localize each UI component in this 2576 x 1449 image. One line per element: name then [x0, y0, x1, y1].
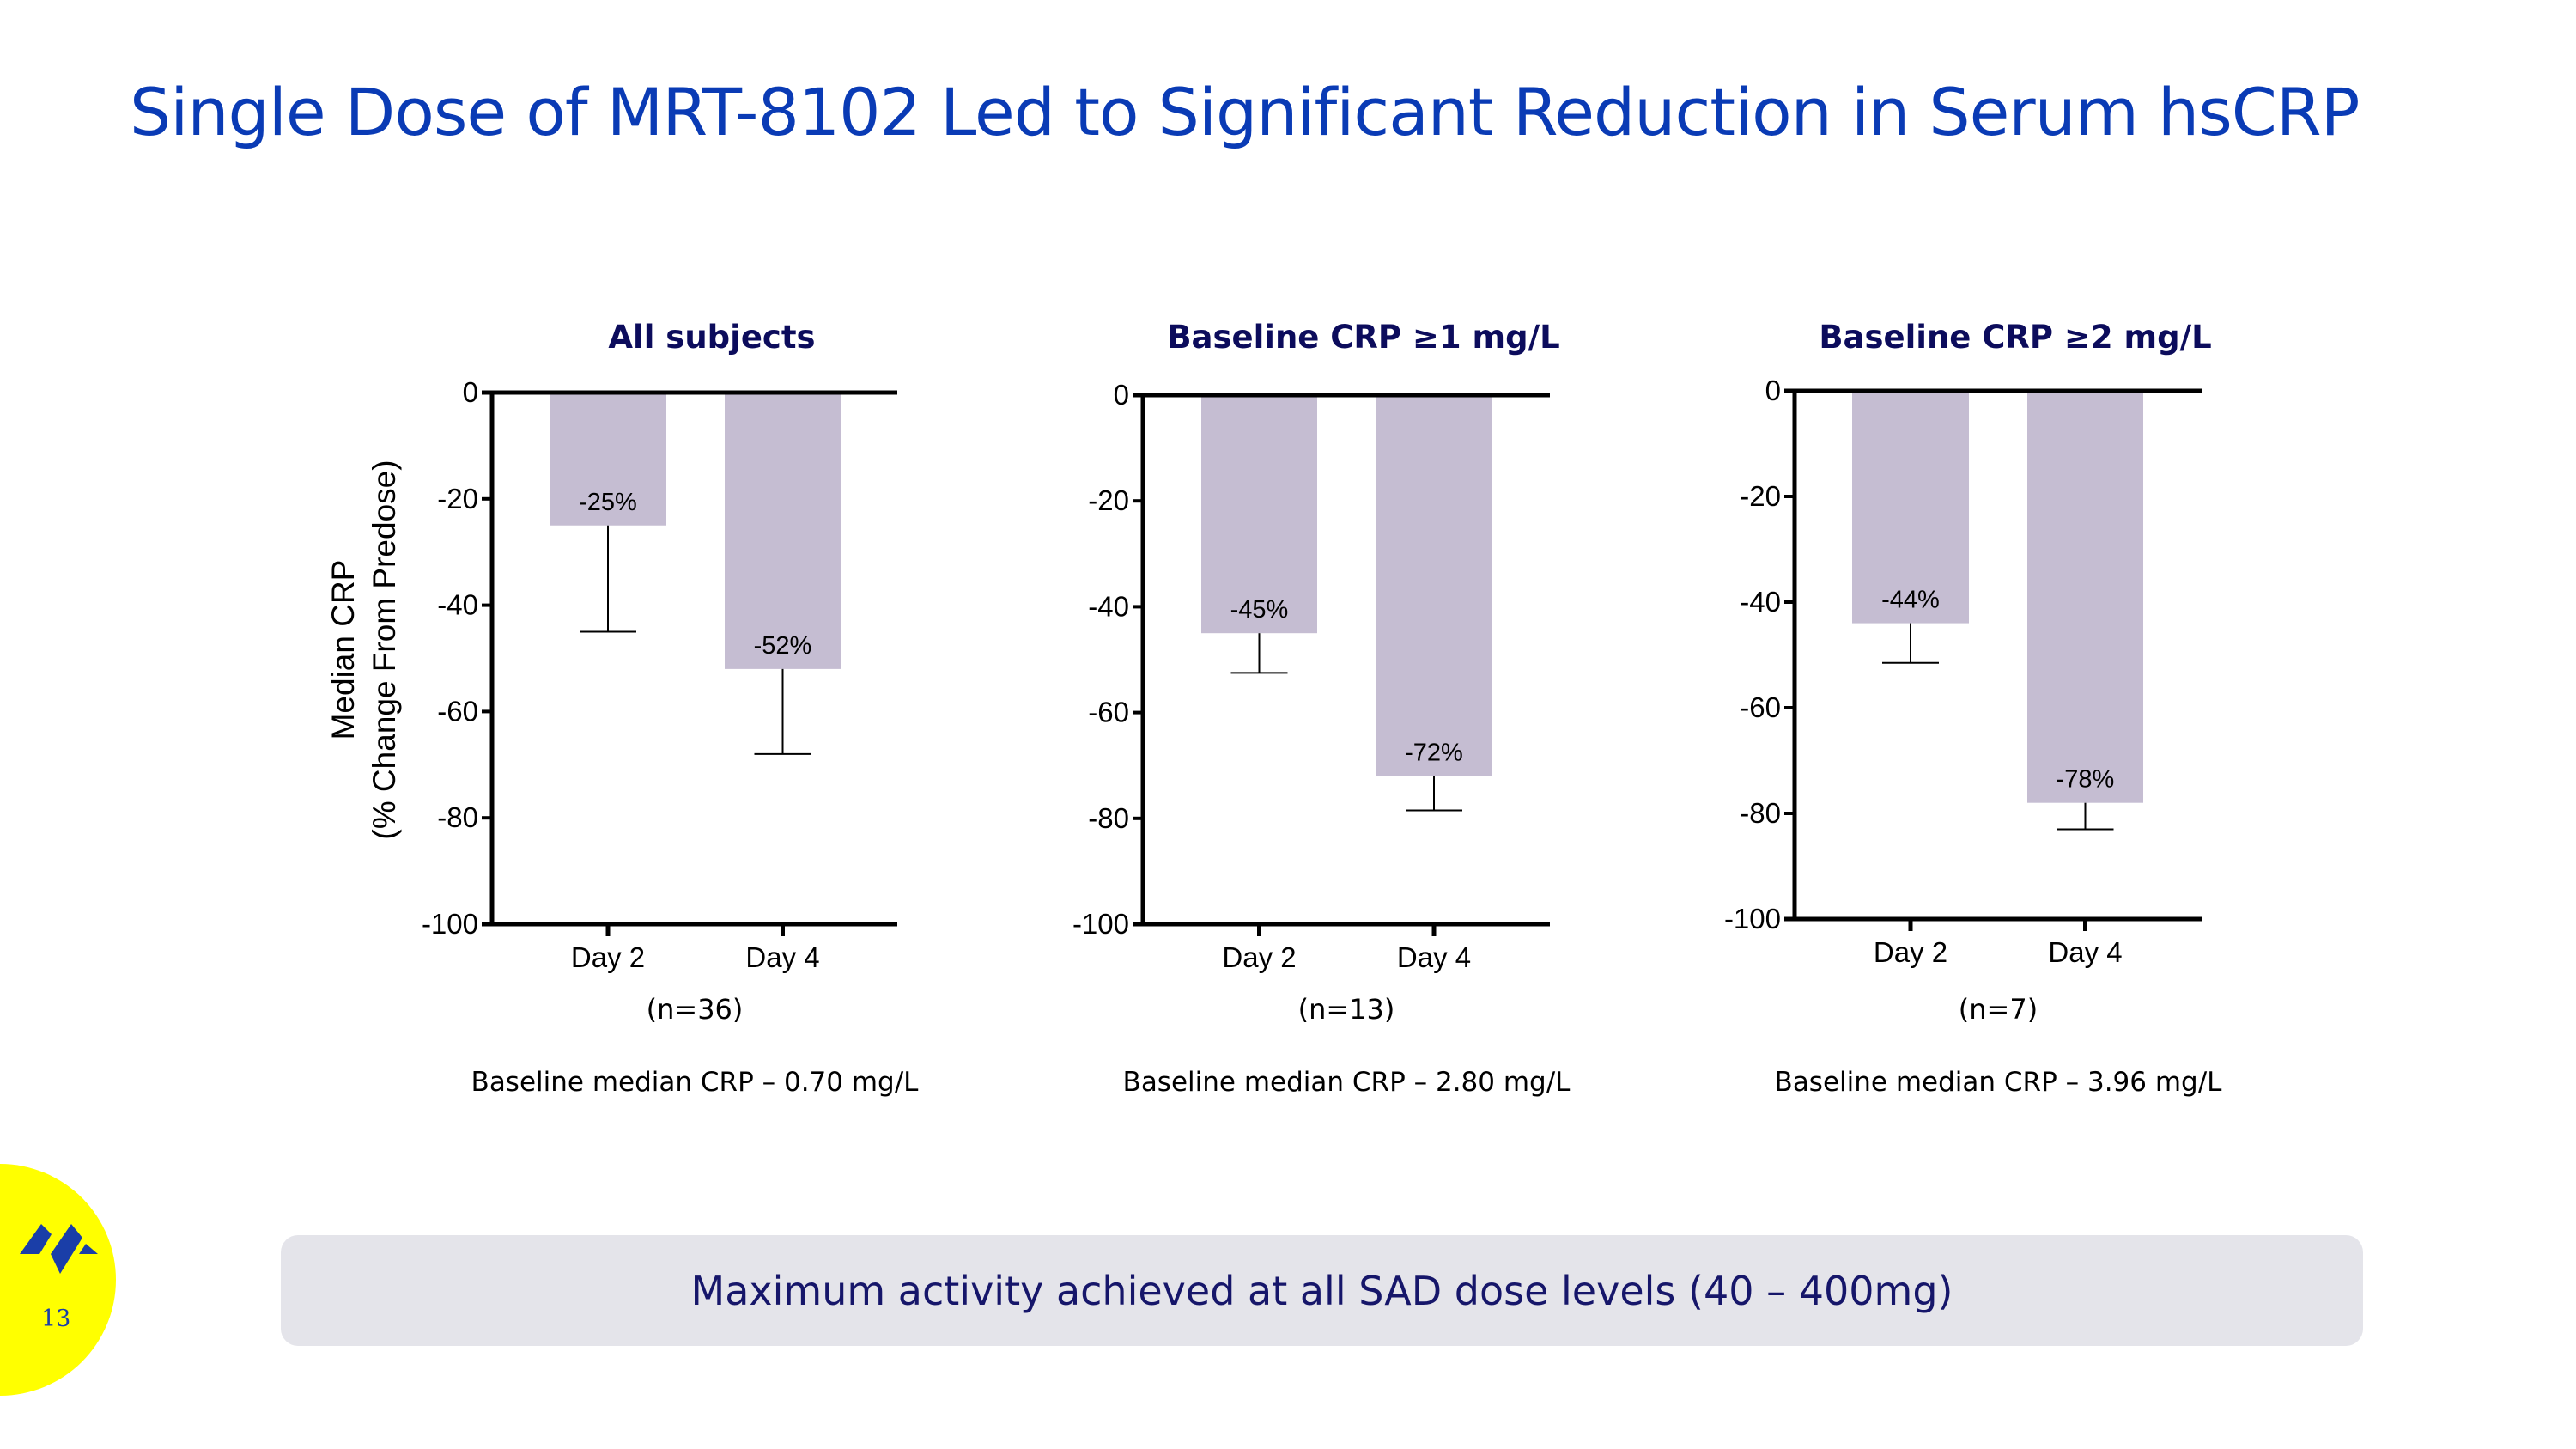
bar-day-4	[1376, 395, 1492, 776]
chart-title: All subjects	[608, 319, 815, 356]
x-tick-label: Day 2	[571, 941, 645, 973]
baseline-footnote: Baseline median CRP – 3.96 mg/L	[1775, 1067, 2223, 1098]
bar-day-4	[2027, 391, 2143, 803]
y-tick-label: -20	[437, 483, 478, 514]
data-label: -25%	[579, 489, 637, 516]
y-tick-label: -100	[1724, 903, 1781, 935]
y-tick-label: -100	[422, 908, 478, 940]
x-tick-label: Day 4	[1397, 941, 1471, 973]
chart-title: Baseline CRP ≥2 mg/L	[1819, 319, 2211, 356]
y-tick-label: -100	[1072, 908, 1129, 940]
y-tick-label: -80	[437, 801, 478, 833]
y-tick-label: -40	[1088, 590, 1129, 622]
baseline-footnote: Baseline median CRP – 2.80 mg/L	[1123, 1067, 1571, 1098]
n-label: (n=13)	[1298, 993, 1395, 1026]
y-tick-label: -60	[1740, 691, 1781, 723]
page-number: 13	[41, 1306, 71, 1332]
y-tick-label: -40	[437, 589, 478, 621]
data-label: -72%	[1405, 740, 1463, 767]
summary-text: Maximum activity achieved at all SAD dos…	[690, 1267, 1953, 1314]
bar-day-2	[1852, 391, 1969, 624]
y-axis-label: Median CRP	[325, 560, 361, 740]
x-tick-label: Day 2	[1222, 941, 1296, 973]
y-tick-label: 0	[1765, 374, 1781, 406]
data-label: -44%	[1881, 587, 1940, 614]
x-tick-label: Day 4	[745, 941, 819, 973]
n-label: (n=36)	[647, 993, 744, 1026]
bar-day-4	[725, 393, 841, 669]
y-axis-label: (% Change From Predose)	[367, 460, 402, 839]
data-label: -45%	[1230, 596, 1289, 624]
y-tick-label: -80	[1088, 802, 1129, 834]
y-tick-label: -20	[1740, 480, 1781, 512]
bar-day-2	[550, 393, 666, 526]
y-tick-label: -60	[1088, 697, 1129, 728]
baseline-footnote: Baseline median CRP – 0.70 mg/L	[471, 1067, 920, 1098]
page-title: Single Dose of MRT-8102 Led to Significa…	[130, 74, 2360, 150]
n-label: (n=7)	[1959, 993, 2038, 1026]
y-tick-label: -60	[437, 695, 478, 727]
data-label: -52%	[754, 632, 812, 660]
y-tick-label: -20	[1088, 484, 1129, 516]
y-tick-label: -80	[1740, 797, 1781, 829]
chart-title: Baseline CRP ≥1 mg/L	[1167, 319, 1559, 356]
bar-day-2	[1201, 395, 1317, 634]
y-tick-label: 0	[463, 376, 478, 408]
x-tick-label: Day 2	[1874, 936, 1947, 968]
y-tick-label: -40	[1740, 586, 1781, 618]
company-logo-icon	[20, 1224, 98, 1274]
data-label: -78%	[2057, 766, 2115, 794]
x-tick-label: Day 4	[2048, 936, 2122, 968]
y-tick-label: 0	[1114, 379, 1129, 411]
summary-banner: Maximum activity achieved at all SAD dos…	[281, 1235, 2363, 1346]
